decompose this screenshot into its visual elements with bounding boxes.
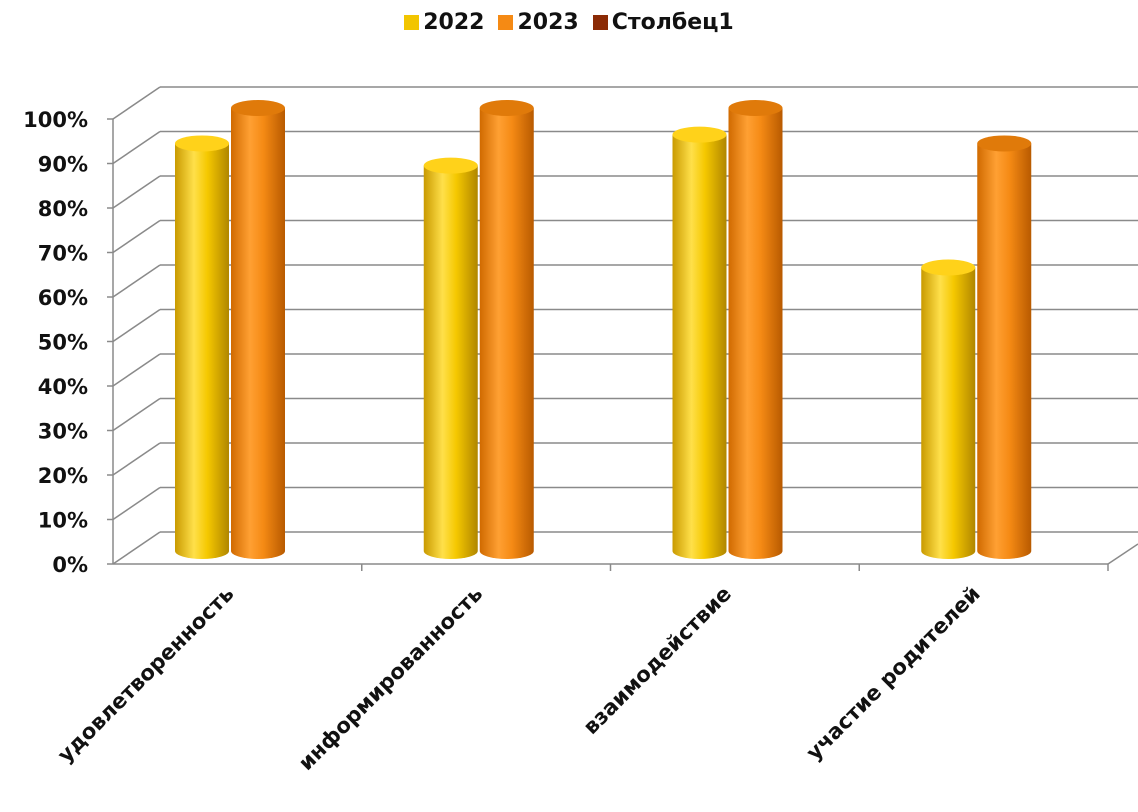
bar-top xyxy=(231,100,285,116)
gridline-diagonal xyxy=(112,442,161,476)
bar-body xyxy=(231,108,285,559)
bar-top xyxy=(921,259,976,276)
legend-label-2022: 2022 xyxy=(423,9,485,35)
bar-body xyxy=(175,143,229,559)
gridline-diagonal xyxy=(112,264,161,298)
legend-label-stolbets1: Столбец1 xyxy=(611,9,734,35)
bar xyxy=(921,259,976,559)
gridline-diagonal xyxy=(112,486,161,521)
legend-item-stolbets1: Столбец1 xyxy=(592,9,734,35)
y-tick-label: 50% xyxy=(38,331,88,355)
gridline-diagonal xyxy=(112,397,161,432)
chart-legend: 2022 2023 Столбец1 xyxy=(0,6,1138,38)
gridline-diagonal xyxy=(112,86,161,120)
legend-label-2023: 2023 xyxy=(517,9,579,35)
floor-edge xyxy=(1107,543,1138,565)
x-tick-label: удовлетворенность xyxy=(53,582,239,768)
x-tick-label: участие родителей xyxy=(802,582,985,765)
legend-swatch-stolbets1 xyxy=(592,14,608,30)
gridline-diagonal xyxy=(112,219,161,254)
bar xyxy=(423,157,478,559)
bar xyxy=(479,100,534,559)
bar-body xyxy=(921,267,976,559)
y-tick-label: 10% xyxy=(38,509,88,533)
bar xyxy=(977,135,1032,559)
legend-swatch-2023 xyxy=(498,14,514,30)
axis-layer xyxy=(107,118,1138,571)
y-tick-label: 20% xyxy=(38,464,88,488)
bar xyxy=(175,135,229,559)
y-tick-label: 70% xyxy=(38,242,88,266)
bar-body xyxy=(423,165,478,559)
bar xyxy=(728,100,783,559)
gridline-diagonal xyxy=(112,531,161,565)
x-tick-label: взаимодействие xyxy=(579,582,737,740)
bar-body xyxy=(479,108,534,559)
y-tick-label: 100% xyxy=(23,108,88,132)
legend-item-2023: 2023 xyxy=(498,9,579,35)
x-tick-label: информированность xyxy=(294,582,488,776)
legend-item-2022: 2022 xyxy=(404,10,484,35)
legend-swatch-2022 xyxy=(404,14,420,30)
bar-top xyxy=(672,126,727,143)
gridline-diagonal xyxy=(112,175,161,209)
bar-top xyxy=(728,100,783,116)
bar-body xyxy=(672,134,727,559)
bar xyxy=(672,126,727,559)
y-tick-label: 60% xyxy=(38,286,88,310)
y-tick-label: 90% xyxy=(38,153,88,177)
y-tick-label: 0% xyxy=(52,553,88,577)
gridline-diagonal xyxy=(112,130,161,165)
bar-top xyxy=(977,135,1032,152)
bar-top xyxy=(423,157,478,174)
y-tick-label: 30% xyxy=(38,420,88,444)
gridline-diagonal xyxy=(112,308,161,343)
y-tick-label: 80% xyxy=(38,197,88,221)
bar-layer xyxy=(175,100,1032,559)
bar-body xyxy=(977,143,1032,559)
gridline-diagonal xyxy=(112,353,161,387)
bar-top xyxy=(175,135,229,152)
bar xyxy=(231,100,285,559)
bar-body xyxy=(728,108,783,559)
bar-top xyxy=(479,100,534,116)
y-tick-label: 40% xyxy=(38,375,88,399)
